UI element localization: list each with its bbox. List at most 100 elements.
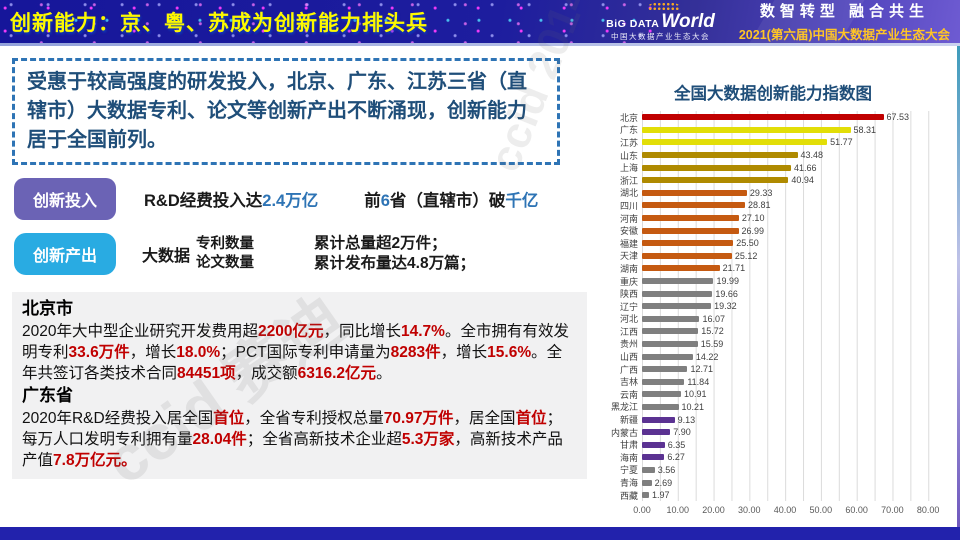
bar bbox=[642, 315, 700, 322]
plot-area: 58.31 bbox=[642, 123, 946, 137]
bar-value-label: 27.10 bbox=[741, 213, 765, 224]
guangdong-paragraph: 2020年R&D经费投入居全国首位，全省专利授权总量70.97万件，居全国首位；… bbox=[22, 408, 577, 471]
bar bbox=[642, 139, 828, 146]
highlight-value: 33.6万件 bbox=[68, 344, 130, 362]
chart-row: 北京 67.53 bbox=[600, 111, 946, 124]
x-axis-tick: 40.00 bbox=[773, 505, 797, 516]
event-name: 2021(第六届)中国大数据产业生态大会 bbox=[738, 28, 950, 42]
bar-value-label: 11.84 bbox=[687, 376, 710, 387]
bar-chart-rows: 北京 67.53 广东 58.31 江苏 51.77 山东 43.48 上海 41.66 浙江 40.… bbox=[600, 111, 946, 502]
chart-row: 湖南 21.71 bbox=[600, 262, 946, 275]
chart-row: 海南 6.27 bbox=[600, 451, 946, 464]
investment-value-1: 2.4万亿 bbox=[262, 192, 319, 210]
bar-value-label: 6.35 bbox=[667, 439, 686, 450]
plot-area: 1.97 bbox=[642, 488, 946, 502]
plot-area: 14.22 bbox=[642, 350, 946, 363]
bar bbox=[642, 252, 732, 259]
highlight-value: 2200亿元 bbox=[257, 322, 324, 340]
guangdong-title: 广东省 bbox=[22, 386, 73, 406]
paragraph-text: ；PCT国际专利申请量为 bbox=[220, 344, 391, 362]
chart-row: 安徽 26.99 bbox=[600, 224, 946, 237]
highlight-value: 8283件 bbox=[390, 344, 441, 362]
bar-value-label: 19.66 bbox=[715, 288, 738, 299]
bar bbox=[642, 177, 789, 184]
beijing-title: 北京市 bbox=[22, 299, 73, 318]
investment-text-3: 省（直辖市）破 bbox=[389, 192, 506, 210]
investment-text-2: 前 bbox=[364, 192, 381, 210]
innovation-index-chart: 全国大数据创新能力指数图 北京 67.53 广东 58.31 江苏 51.77 山东 43.4… bbox=[600, 80, 946, 519]
paragraph-text: 。全年共签订各类技术合同 bbox=[22, 344, 563, 383]
bar bbox=[642, 265, 720, 272]
province-label: 陕西 bbox=[619, 289, 638, 300]
plot-area: 19.32 bbox=[642, 299, 946, 313]
province-label: 辽宁 bbox=[619, 301, 638, 312]
paragraph-text: ，高新技术产品产值 bbox=[22, 431, 563, 470]
chart-row: 青海 2.69 bbox=[600, 476, 946, 489]
chart-row: 河南 27.10 bbox=[600, 211, 946, 225]
x-axis-tick: 30.00 bbox=[738, 505, 761, 516]
bar-value-label: 41.66 bbox=[793, 162, 817, 173]
plot-area: 41.66 bbox=[642, 161, 946, 174]
plot-area: 10.91 bbox=[642, 388, 946, 401]
province-label: 湖北 bbox=[619, 188, 638, 199]
chart-row: 福建 25.50 bbox=[600, 236, 946, 250]
innovation-output-row: 创新产出 大数据 专利数量 论文数量 累计总量超2万件； 累计发布量达4.8万篇… bbox=[14, 233, 475, 275]
paragraph-text: ，增长 bbox=[129, 344, 177, 362]
chart-row: 上海 41.66 bbox=[600, 161, 946, 174]
province-label: 山东 bbox=[619, 150, 638, 161]
plot-area: 10.21 bbox=[642, 400, 946, 414]
slide-title: 创新能力：京、粤、苏成为创新能力排头兵 bbox=[10, 11, 428, 35]
province-label: 内蒙古 bbox=[610, 427, 638, 438]
bar bbox=[642, 416, 675, 423]
province-label: 甘肃 bbox=[619, 440, 638, 451]
bar-value-label: 21.71 bbox=[722, 263, 746, 274]
bar bbox=[642, 466, 655, 473]
x-axis: 0.00 10.00 20.00 30.00 40.00 50.00 60.00 70.00 8… bbox=[633, 505, 946, 519]
plot-area: 67.53 bbox=[642, 111, 946, 124]
highlight-value: 18.0% bbox=[176, 344, 221, 362]
plot-area: 6.35 bbox=[642, 438, 946, 452]
plot-area: 3.56 bbox=[642, 463, 946, 477]
x-axis-tick: 70.00 bbox=[881, 505, 904, 516]
output-item-papers: 论文数量 bbox=[196, 255, 255, 271]
bar bbox=[642, 126, 851, 133]
province-label: 河北 bbox=[619, 314, 638, 325]
bar bbox=[642, 227, 739, 234]
bar-value-label: 3.56 bbox=[657, 464, 676, 475]
bar bbox=[642, 278, 714, 285]
investment-text: R&D经费投入达2.4万亿 前6省（直辖市）破千亿 bbox=[144, 187, 538, 211]
province-label: 四川 bbox=[619, 200, 638, 211]
chart-row: 天津 25.12 bbox=[600, 249, 946, 263]
bar-value-label: 67.53 bbox=[886, 112, 910, 123]
bar bbox=[642, 152, 798, 159]
paragraph-text: ，增长 bbox=[440, 344, 488, 362]
province-label: 安徽 bbox=[619, 226, 638, 237]
province-label: 新疆 bbox=[619, 415, 638, 426]
plot-area: 12.71 bbox=[642, 362, 946, 376]
province-label: 江苏 bbox=[619, 137, 638, 148]
bar-value-label: 16.07 bbox=[702, 313, 725, 324]
chart-row: 湖北 29.33 bbox=[600, 186, 946, 200]
bar-value-label: 9.13 bbox=[677, 414, 696, 425]
header-band: 创新能力：京、粤、苏成为创新能力排头兵 BiG DATA World 中国大数据… bbox=[0, 0, 960, 43]
bar-value-label: 43.48 bbox=[800, 150, 824, 161]
x-axis-tick: 10.00 bbox=[666, 505, 690, 516]
investment-badge: 创新投入 bbox=[14, 178, 117, 220]
highlight-value: 首位 bbox=[515, 410, 547, 428]
province-label: 海南 bbox=[619, 452, 638, 463]
bar bbox=[642, 429, 671, 436]
output-result-1: 累计总量超2万件； bbox=[314, 234, 447, 252]
province-label: 青海 bbox=[619, 478, 638, 489]
plot-area: 51.77 bbox=[642, 136, 946, 149]
bar-value-label: 1.97 bbox=[652, 490, 670, 501]
province-label: 河南 bbox=[619, 213, 638, 224]
chart-row: 河北 16.07 bbox=[600, 312, 946, 326]
bar-value-label: 29.33 bbox=[749, 187, 773, 198]
bar-value-label: 19.32 bbox=[714, 301, 737, 312]
chart-row: 重庆 19.99 bbox=[600, 274, 946, 288]
chart-row: 宁夏 3.56 bbox=[600, 463, 946, 477]
plot-area: 16.07 bbox=[642, 312, 946, 326]
highlight-value: 6316.2亿元 bbox=[297, 365, 377, 383]
chart-row: 辽宁 19.32 bbox=[600, 299, 946, 313]
bar-value-label: 10.21 bbox=[681, 401, 705, 412]
